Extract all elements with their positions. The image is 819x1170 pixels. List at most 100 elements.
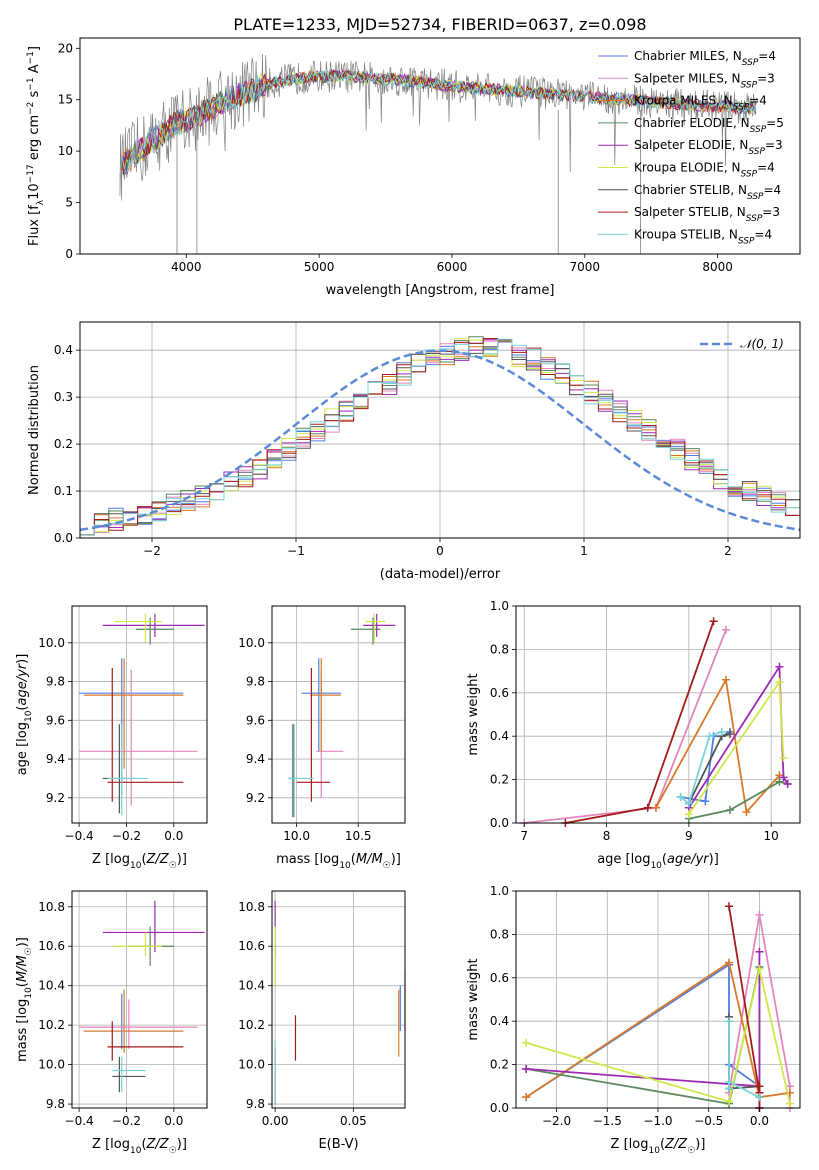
axes-frame xyxy=(271,890,406,1109)
y-tick-label: 0.6 xyxy=(490,686,509,700)
age-vs-mass-panel: 10.0 10.5 9.2 9.4 9.6 9.8 10.0 mass [log10(M/M☉… xyxy=(238,605,406,871)
x-axis-label: E(B-V) xyxy=(318,1137,358,1152)
x-tick-label: 10.0 xyxy=(283,829,310,843)
x-tick-label: 1 xyxy=(580,544,588,558)
mass-weight-marker xyxy=(725,902,733,911)
mass-weight-marker xyxy=(755,1093,764,1102)
x-axis-label: Z [log10(Z/Z☉)] xyxy=(92,1137,187,1156)
x-tick-label: −1.0 xyxy=(643,1114,672,1128)
y-tick-label: 9.2 xyxy=(246,791,265,805)
y-tick-label: 10.0 xyxy=(238,1058,265,1072)
y-tick-label: 10.6 xyxy=(38,939,65,953)
mass-weight-marker xyxy=(522,1093,531,1102)
y-tick-label: 0.8 xyxy=(490,642,509,656)
mass-weight-marker xyxy=(779,753,788,762)
x-tick-label: 5000 xyxy=(304,260,335,274)
legend-label: Kroupa ELODIE, NSSP=4 xyxy=(634,161,775,180)
x-tick-label: −0.2 xyxy=(112,829,141,843)
axes-frame xyxy=(71,605,208,824)
y-tick-label: 10.8 xyxy=(238,900,265,914)
mass-weight-marker xyxy=(676,792,685,801)
residual-histogram-panel: −2 −1 0 1 2 0.0 0.1 0.2 0.3 0.4 𝒩(0, 1) (data-model… xyxy=(27,321,801,582)
y-axis-label: mass weight xyxy=(466,958,481,1040)
x-tick-label: 6000 xyxy=(437,260,468,274)
y-tick-label: 20 xyxy=(58,41,73,55)
x-axis-label: age [log10(age/yr)] xyxy=(597,852,719,871)
legend-label: Salpeter STELIB, NSSP=3 xyxy=(634,205,780,224)
mass-weight-marker xyxy=(755,910,764,919)
x-tick-label: 0.0 xyxy=(164,1114,183,1128)
model-spectrum-line xyxy=(119,69,757,180)
y-tick-label: 9.2 xyxy=(46,791,65,805)
mass-weight-marker xyxy=(725,1097,733,1106)
mass-weight-marker xyxy=(779,773,788,782)
mass-weight-marker xyxy=(684,810,693,819)
x-tick-label: 0.05 xyxy=(340,1114,367,1128)
x-tick-label: 2 xyxy=(724,544,732,558)
y-tick-label: 9.6 xyxy=(246,713,265,727)
mass-weight-vs-metallicity-panel: −2.0 −1.5 −1.0 −0.5 0.0 0.0 0.2 0.4 0.6 0.8 1.0 Z [… xyxy=(466,884,801,1156)
y-tick-label: 10.0 xyxy=(38,1058,65,1072)
mass-weight-marker xyxy=(721,625,730,634)
y-tick-label: 0.4 xyxy=(54,343,73,357)
y-tick-label: 10.6 xyxy=(238,939,265,953)
x-tick-label: −2.0 xyxy=(542,1114,571,1128)
y-tick-label: 9.8 xyxy=(46,1097,65,1111)
y-tick-label: 9.8 xyxy=(46,675,65,689)
y-tick-label: 9.4 xyxy=(246,752,265,766)
mass-weight-marker xyxy=(726,730,735,739)
y-tick-label: 10.2 xyxy=(238,1018,265,1032)
y-tick-label: 5 xyxy=(65,196,73,210)
x-tick-label: 0.0 xyxy=(750,1114,769,1128)
mass-weight-marker xyxy=(701,797,710,806)
legend-label: Kroupa STELIB, NSSP=4 xyxy=(634,227,772,246)
axes-frame xyxy=(515,605,801,824)
x-tick-label: 10 xyxy=(764,829,779,843)
mass-vs-extinction-panel: 0.00 0.05 9.8 10.0 10.2 10.4 10.6 10.8 E(B-V) xyxy=(238,890,406,1152)
x-tick-label: 7000 xyxy=(570,260,601,274)
mass-weight-marker xyxy=(755,947,764,956)
y-tick-label: 0 xyxy=(65,247,73,261)
mass-weight-line xyxy=(525,968,791,1104)
x-tick-label: −2 xyxy=(143,544,161,558)
mass-weight-marker xyxy=(522,1064,531,1073)
y-tick-label: 10.2 xyxy=(38,1018,65,1032)
x-tick-label: −0.5 xyxy=(694,1114,723,1128)
mass-weight-vs-age-panel: 7 8 9 10 0.0 0.2 0.4 0.6 0.8 1.0 age [log10(age/yr… xyxy=(466,599,801,871)
mass-weight-marker xyxy=(725,958,733,967)
model-spectrum-line xyxy=(119,68,757,180)
x-axis-label: mass [log10(M/M☉)] xyxy=(276,852,401,871)
mass-weight-marker xyxy=(742,808,751,817)
legend-label: Kroupa MILES, NSSP=4 xyxy=(634,94,767,113)
model-spectrum-line xyxy=(119,70,757,180)
y-tick-label: 0.3 xyxy=(54,390,73,404)
x-tick-label: 0.0 xyxy=(164,829,183,843)
y-tick-label: 10.0 xyxy=(238,636,265,650)
legend-label: Chabrier MILES, NSSP=4 xyxy=(634,49,776,68)
y-axis-label: mass [log10(M/M☉)] xyxy=(15,937,34,1062)
mass-weight-marker xyxy=(643,803,652,812)
y-axis-label: Flux [fλ10−17 erg cm−2 s−1 A−1] xyxy=(26,46,46,246)
x-tick-label: 0.00 xyxy=(262,1114,289,1128)
y-tick-label: 0.2 xyxy=(490,773,509,787)
mass-weight-marker xyxy=(775,677,784,686)
x-tick-label: 7 xyxy=(520,829,528,843)
y-tick-label: 10.4 xyxy=(38,979,65,993)
mass-weight-marker xyxy=(726,805,735,814)
axes-frame xyxy=(271,605,406,824)
mass-weight-marker xyxy=(755,1082,764,1091)
mass-weight-marker xyxy=(755,965,764,974)
mass-weight-marker xyxy=(783,779,792,788)
y-tick-label: 1.0 xyxy=(490,599,509,613)
y-tick-label: 0.4 xyxy=(490,729,509,743)
y-tick-label: 10.8 xyxy=(38,900,65,914)
spectrum-panel: 4000 5000 6000 7000 8000 0 5 10 15 20 wavelength [… xyxy=(26,37,801,298)
mass-weight-marker xyxy=(725,1077,733,1086)
x-tick-label: 9 xyxy=(685,829,693,843)
mass-weight-marker xyxy=(785,1099,794,1108)
mass-weight-marker xyxy=(725,1017,733,1026)
y-axis-label: age [log10(age/yr)] xyxy=(15,654,34,776)
mass-weight-line xyxy=(680,731,723,806)
mass-weight-marker xyxy=(721,675,730,684)
